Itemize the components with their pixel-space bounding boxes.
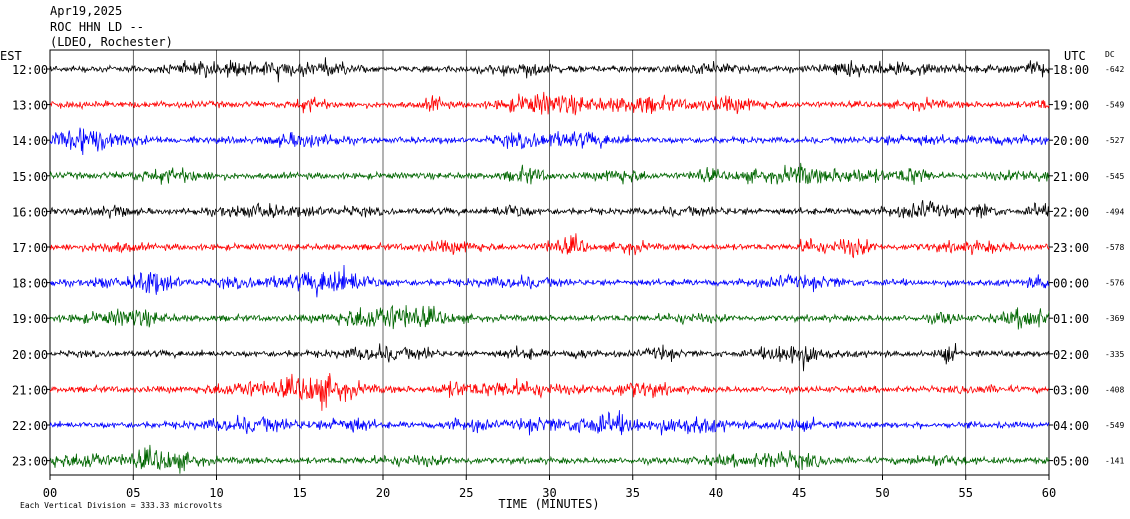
est-label-8: 20:00 bbox=[12, 348, 48, 362]
x-tick-label-35: 35 bbox=[626, 486, 640, 500]
utc-label-11: 05:00 bbox=[1053, 455, 1089, 469]
chart-station: ROC HHN LD -- bbox=[50, 20, 144, 34]
est-axis-label: EST bbox=[0, 49, 22, 63]
est-label-11: 23:00 bbox=[12, 455, 48, 469]
utc-label-10: 04:00 bbox=[1053, 419, 1089, 433]
x-tick-label-45: 45 bbox=[792, 486, 806, 500]
x-axis: 00 05 10 15 20 25 30 35 40 45 50 55 60 bbox=[43, 475, 1056, 500]
utc-label-8: 02:00 bbox=[1053, 348, 1089, 362]
scale-note: Each Vertical Division = 333.33 microvol… bbox=[20, 501, 223, 510]
dc-value-0: -642 bbox=[1105, 65, 1124, 74]
est-label-4: 16:00 bbox=[12, 205, 48, 219]
x-tick-label-60: 60 bbox=[1042, 486, 1056, 500]
est-label-0: 12:00 bbox=[12, 63, 48, 77]
trace-5 bbox=[49, 233, 1050, 259]
est-label-2: 14:00 bbox=[12, 134, 48, 148]
trace-10 bbox=[49, 410, 1050, 436]
x-tick-label-40: 40 bbox=[709, 486, 723, 500]
est-label-9: 21:00 bbox=[12, 383, 48, 397]
dc-value-10: -549 bbox=[1105, 421, 1124, 430]
est-label-5: 17:00 bbox=[12, 241, 48, 255]
trace-4 bbox=[49, 200, 1050, 219]
dc-value-11: -141 bbox=[1105, 457, 1124, 466]
x-tick-label-00: 00 bbox=[43, 486, 57, 500]
est-label-7: 19:00 bbox=[12, 312, 48, 326]
grid-lines bbox=[132, 50, 967, 475]
x-tick-label-25: 25 bbox=[459, 486, 473, 500]
x-tick-label-05: 05 bbox=[126, 486, 140, 500]
dc-value-8: -335 bbox=[1105, 350, 1124, 359]
dc-value-9: -408 bbox=[1105, 385, 1124, 394]
est-label-3: 15:00 bbox=[12, 170, 48, 184]
dc-value-7: -369 bbox=[1105, 314, 1124, 323]
x-tick-label-20: 20 bbox=[376, 486, 390, 500]
trace-group bbox=[49, 57, 1050, 474]
dc-value-1: -549 bbox=[1105, 101, 1124, 110]
dc-value-3: -545 bbox=[1105, 172, 1124, 181]
x-tick-label-10: 10 bbox=[209, 486, 223, 500]
chart-network: (LDEO, Rochester) bbox=[50, 35, 173, 49]
trace-11 bbox=[49, 444, 1050, 474]
utc-label-7: 01:00 bbox=[1053, 312, 1089, 326]
dc-value-5: -578 bbox=[1105, 243, 1124, 252]
dc-value-6: -576 bbox=[1105, 279, 1124, 288]
dc-axis-label: DC bbox=[1105, 50, 1115, 59]
utc-label-5: 23:00 bbox=[1053, 241, 1089, 255]
est-label-1: 13:00 bbox=[12, 99, 48, 113]
trace-7 bbox=[49, 304, 1050, 330]
utc-label-0: 18:00 bbox=[1053, 63, 1089, 77]
est-label-6: 18:00 bbox=[12, 277, 48, 291]
x-axis-title: TIME (MINUTES) bbox=[498, 497, 599, 511]
utc-label-6: 00:00 bbox=[1053, 277, 1089, 291]
x-tick-label-50: 50 bbox=[875, 486, 889, 500]
label-group: 12:00 18:00 -642 13:00 19:00 -549 14:00 20:00 -5… bbox=[12, 63, 1124, 469]
dc-value-4: -494 bbox=[1105, 207, 1124, 216]
utc-label-4: 22:00 bbox=[1053, 205, 1089, 219]
utc-label-3: 21:00 bbox=[1053, 170, 1089, 184]
utc-label-9: 03:00 bbox=[1053, 383, 1089, 397]
trace-2 bbox=[49, 127, 1050, 156]
dc-value-2: -527 bbox=[1105, 136, 1124, 145]
x-tick-label-15: 15 bbox=[293, 486, 307, 500]
trace-0 bbox=[49, 57, 1050, 83]
trace-3 bbox=[49, 162, 1050, 185]
utc-label-2: 20:00 bbox=[1053, 134, 1089, 148]
trace-9 bbox=[49, 373, 1050, 411]
trace-8 bbox=[49, 342, 1050, 372]
x-tick-label-55: 55 bbox=[959, 486, 973, 500]
utc-axis-label: UTC bbox=[1064, 49, 1086, 63]
chart-date: Apr19,2025 bbox=[50, 4, 123, 18]
est-label-10: 22:00 bbox=[12, 419, 48, 433]
trace-6 bbox=[49, 264, 1050, 298]
trace-1 bbox=[49, 91, 1050, 116]
utc-label-1: 19:00 bbox=[1053, 99, 1089, 113]
x-tick-label-30: 30 bbox=[542, 486, 556, 500]
